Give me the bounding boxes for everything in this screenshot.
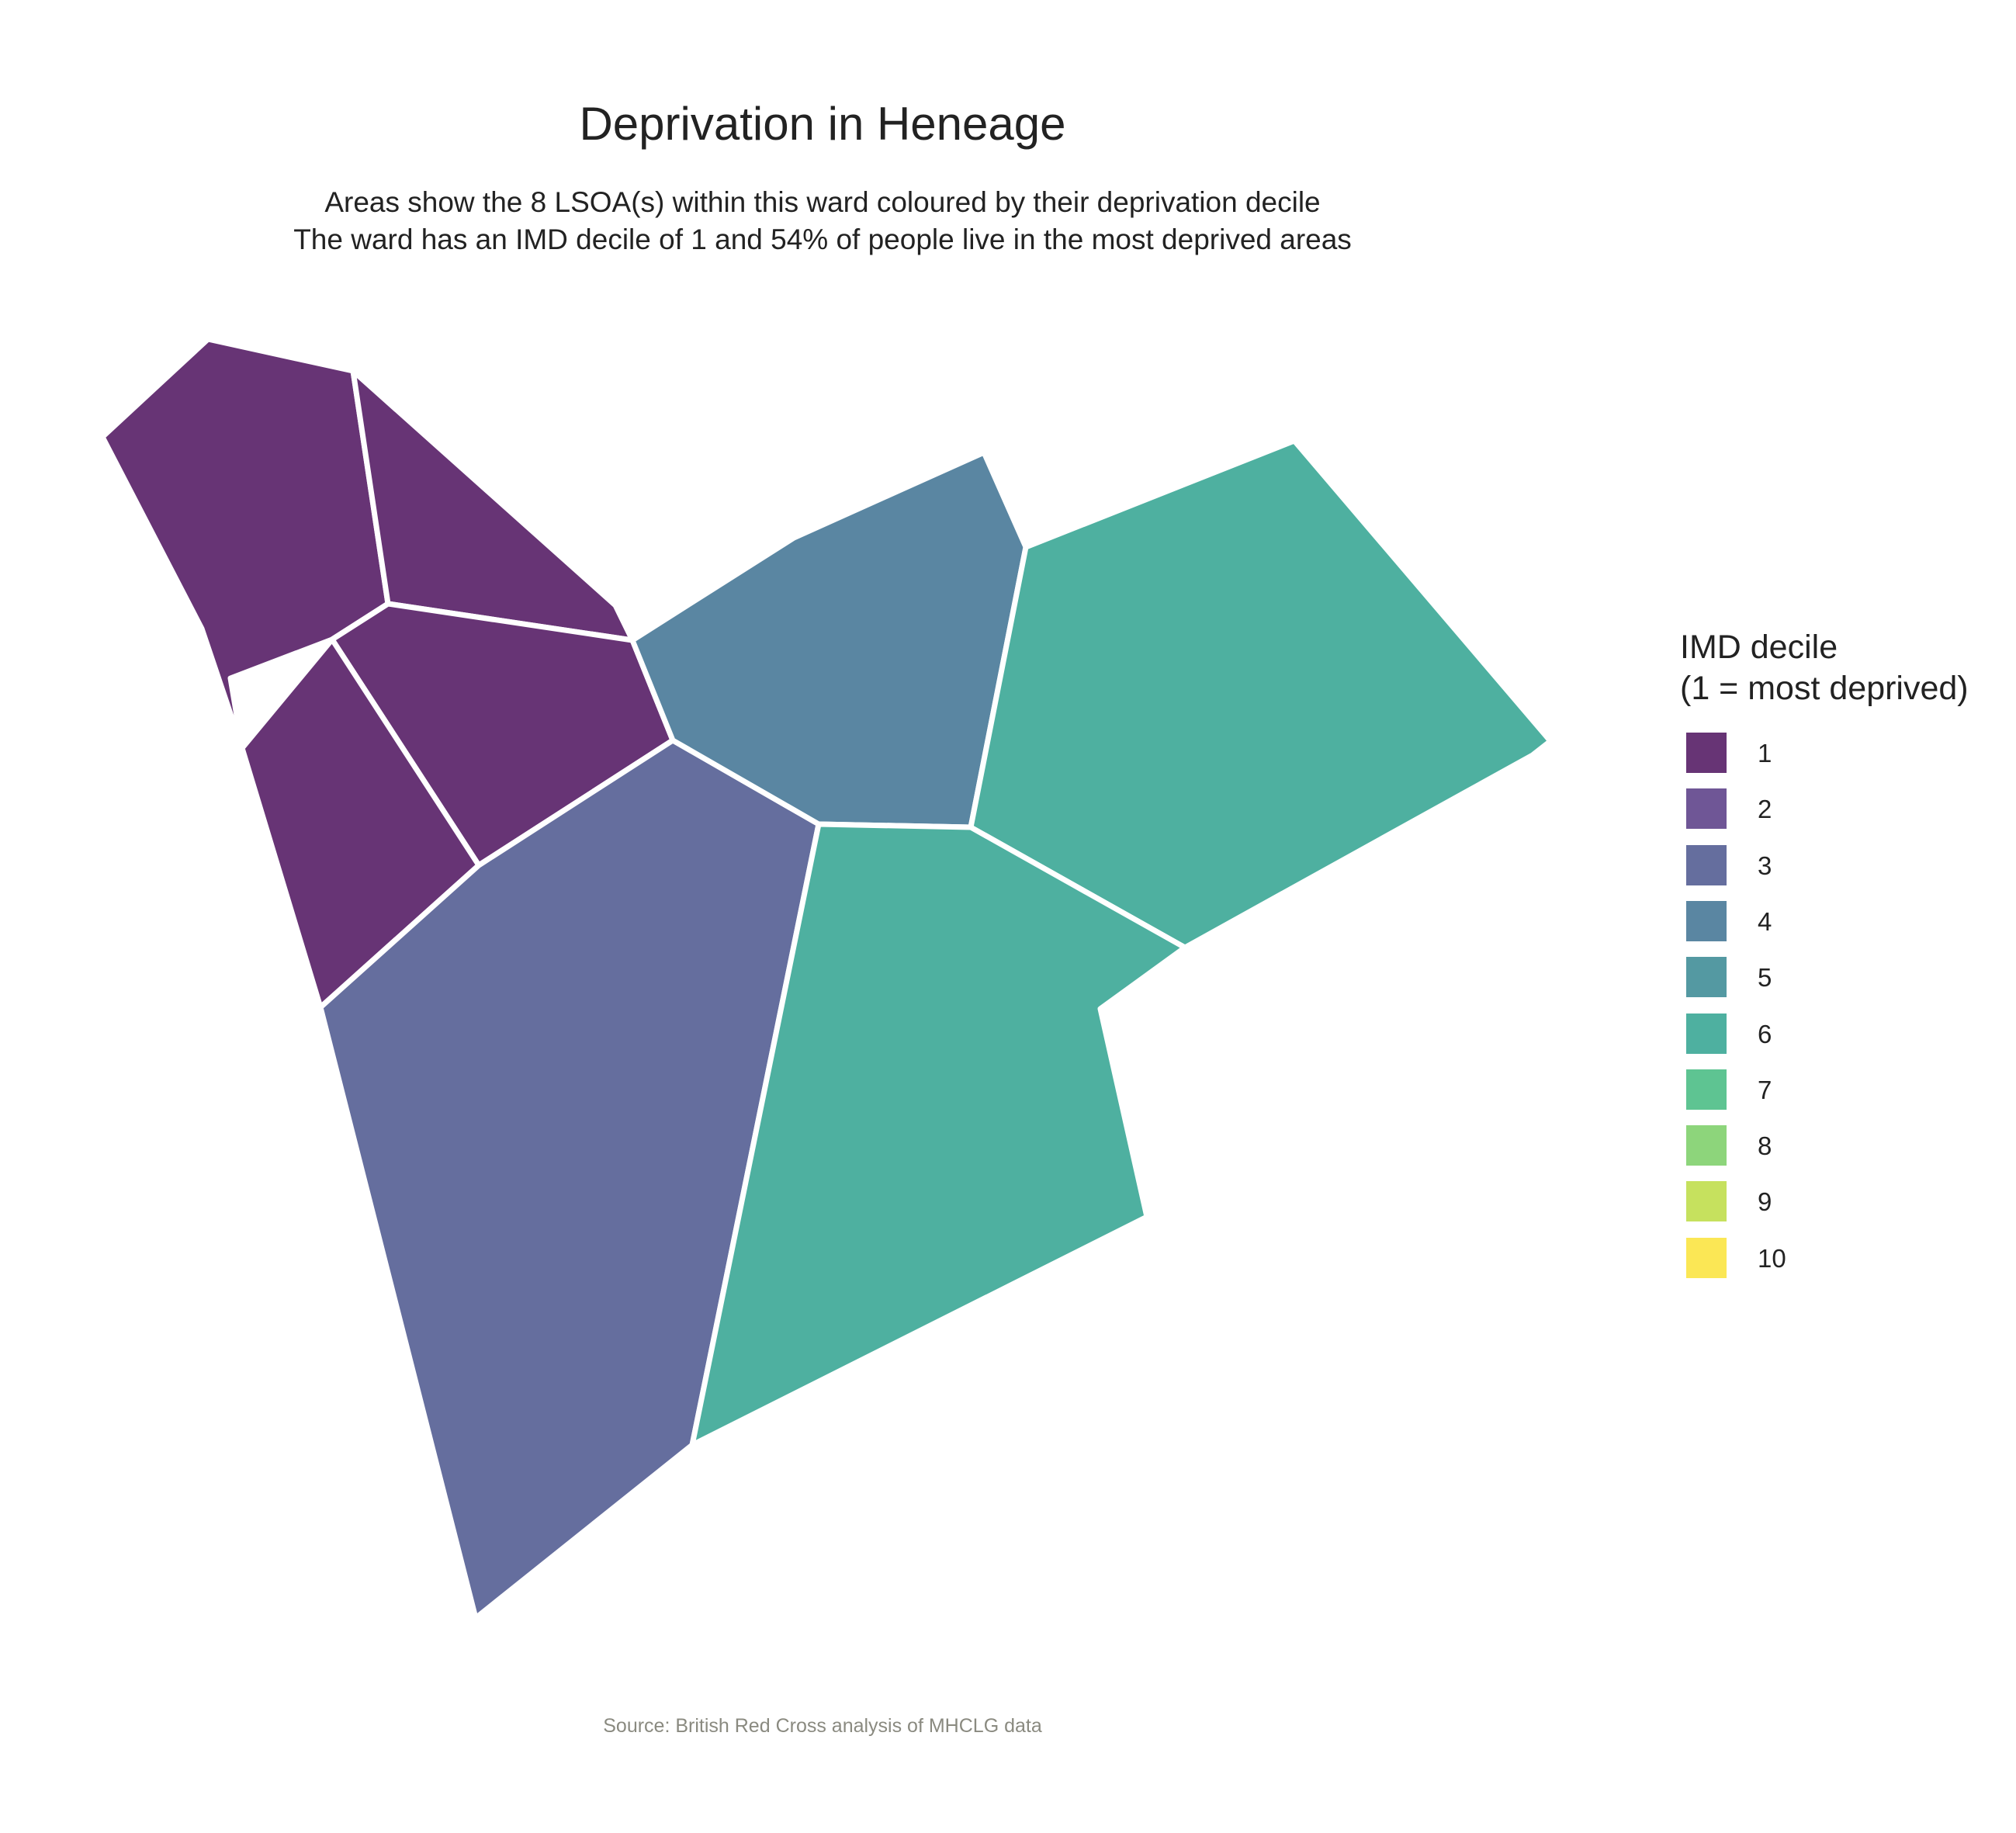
legend-label: 10 — [1758, 1243, 1786, 1273]
legend-color-key — [1686, 1237, 1727, 1278]
legend-item: 1 — [1686, 733, 1919, 774]
legend-item: 6 — [1686, 1013, 1919, 1055]
legend-color-key — [1686, 1013, 1727, 1054]
legend-label: 9 — [1758, 1187, 1772, 1217]
legend-label: 1 — [1758, 739, 1772, 768]
legend-label: 6 — [1758, 1019, 1772, 1048]
source-caption: Source: British Red Cross analysis of MH… — [603, 1715, 1042, 1737]
legend-item: 7 — [1686, 1069, 1919, 1111]
legend-title-line-2: (1 = most deprived) — [1680, 670, 1969, 707]
legend: IMD decile (1 = most deprived) 1 2 3 4 5 6 7 8 9… — [1680, 627, 1969, 1278]
legend-color-key — [1686, 1069, 1727, 1110]
legend-label: 4 — [1758, 906, 1772, 936]
legend-color-key — [1686, 900, 1727, 941]
legend-item: 2 — [1686, 788, 1919, 830]
legend-item: 9 — [1686, 1181, 1919, 1223]
lsoa-area — [689, 821, 1188, 1448]
lsoa-area — [968, 438, 1554, 951]
ward-map — [102, 339, 1554, 1618]
legend-label: 2 — [1758, 795, 1772, 824]
subtitle-line-2: The ward has an IMD decile of 1 and 54% … — [293, 223, 1352, 255]
legend-item: 10 — [1686, 1237, 1919, 1280]
legend-color-key — [1686, 957, 1727, 998]
legend-item: 3 — [1686, 844, 1919, 887]
legend-label: 5 — [1758, 963, 1772, 993]
legend-item: 8 — [1686, 1125, 1919, 1167]
page-title: Deprivation in Heneage — [579, 98, 1066, 150]
lsoa-area — [350, 368, 636, 643]
legend-color-key — [1686, 1181, 1727, 1222]
legend-color-key — [1686, 733, 1727, 773]
legend-color-key — [1686, 1125, 1727, 1166]
legend-title-line-1: IMD decile — [1680, 629, 1838, 666]
legend-color-key — [1686, 844, 1727, 885]
legend-label: 8 — [1758, 1131, 1772, 1161]
legend-item: 4 — [1686, 900, 1919, 943]
legend-item: 5 — [1686, 957, 1919, 999]
legend-label: 7 — [1758, 1075, 1772, 1104]
legend-color-key — [1686, 788, 1727, 830]
legend-label: 3 — [1758, 851, 1772, 880]
subtitle-line-1: Areas show the 8 LSOA(s) within this war… — [324, 186, 1321, 218]
